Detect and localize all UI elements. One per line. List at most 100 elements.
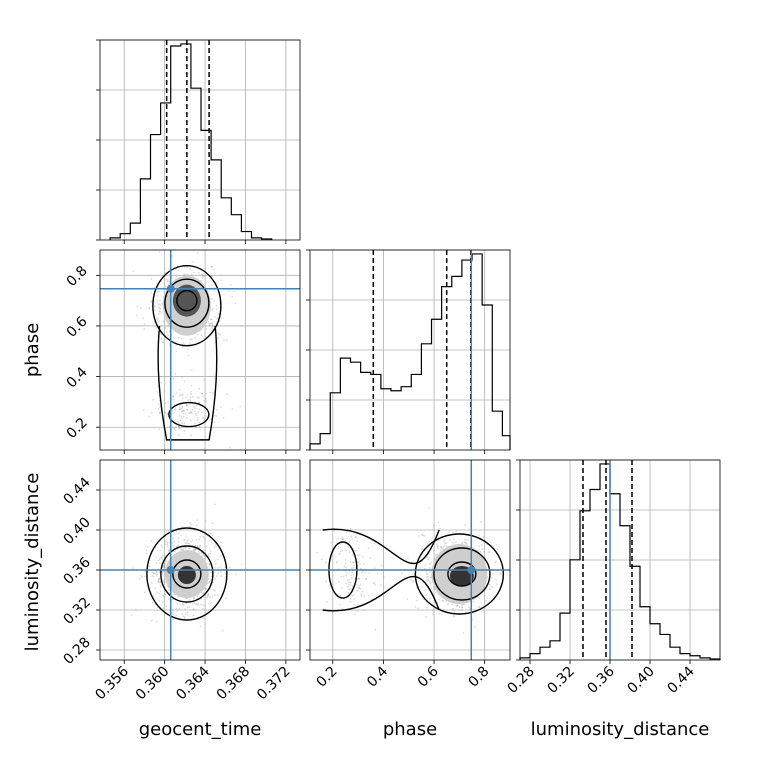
sample-point (225, 393, 228, 396)
sample-point (341, 549, 344, 552)
sample-point (166, 280, 169, 282)
sample-point (193, 337, 196, 339)
sample-point (349, 527, 352, 530)
plot-content (100, 460, 300, 660)
sample-point (433, 557, 436, 560)
sample-point (423, 535, 426, 537)
sample-point (209, 391, 212, 394)
sample-point (164, 595, 167, 598)
sample-point (190, 393, 192, 395)
sample-point (158, 310, 161, 313)
contour-line (322, 528, 440, 565)
sample-point (439, 546, 442, 548)
sample-point (186, 393, 189, 396)
sample-point (142, 317, 144, 320)
sample-point (158, 592, 161, 595)
sample-point (196, 419, 199, 422)
sample-point (335, 561, 338, 564)
sample-point (320, 558, 323, 561)
sample-point (349, 581, 352, 584)
sample-point (207, 594, 209, 597)
sample-point (172, 395, 175, 398)
sample-point (196, 595, 199, 597)
sample-point (181, 376, 183, 379)
sample-point (183, 421, 186, 424)
sample-point (358, 586, 360, 589)
sample-point (181, 417, 183, 420)
sample-point (158, 251, 161, 254)
sample-point (205, 400, 207, 403)
sample-point (203, 555, 206, 558)
sample-point (203, 538, 206, 540)
sample-point (178, 388, 181, 391)
sample-point (423, 594, 425, 597)
sample-point (132, 270, 135, 273)
sample-point (190, 434, 192, 437)
sample-point (177, 434, 180, 437)
axis-labels: geocent_time phase luminosity_distance p… (22, 323, 709, 740)
sample-point (424, 589, 427, 592)
sample-point (208, 563, 211, 566)
sample-point (153, 309, 156, 311)
sample-point (338, 581, 340, 583)
sample-point (346, 579, 349, 582)
sample-point (210, 571, 213, 574)
sample-point (429, 582, 432, 585)
sample-point (346, 572, 348, 575)
sample-point (198, 425, 201, 428)
sample-point (198, 401, 201, 404)
sample-point (161, 556, 163, 559)
sample-point (356, 554, 359, 556)
sample-point (168, 549, 170, 552)
sample-point (380, 564, 383, 567)
panel-geocent-time-hist (96, 39, 301, 244)
sample-point (219, 541, 222, 544)
sample-point (163, 570, 166, 573)
sample-point (468, 606, 470, 609)
sample-point (216, 594, 219, 597)
sample-point (225, 339, 228, 342)
sample-point (349, 601, 352, 604)
sample-point (204, 604, 207, 607)
sample-point (181, 422, 183, 424)
sample-point (158, 428, 161, 431)
sample-point (161, 572, 164, 574)
sample-point (158, 290, 161, 293)
sample-point (174, 408, 177, 411)
sample-point (349, 560, 352, 563)
sample-point (158, 577, 161, 580)
sample-point (210, 328, 213, 330)
sample-point (499, 573, 502, 575)
sample-point (143, 323, 146, 326)
sample-point (200, 552, 203, 554)
sample-point (179, 393, 182, 396)
sample-point (184, 542, 187, 545)
sample-point (433, 608, 435, 611)
sample-point (186, 404, 188, 407)
sample-point (178, 607, 181, 610)
sample-point (163, 562, 166, 565)
sample-point (208, 580, 211, 583)
sample-point (171, 542, 174, 545)
sample-point (178, 427, 180, 430)
plot-content (100, 250, 300, 450)
sample-point (339, 603, 342, 606)
sample-point (407, 557, 409, 560)
sample-point (448, 530, 451, 533)
sample-point (460, 609, 463, 611)
sample-point (160, 337, 163, 340)
sample-point (153, 305, 156, 308)
sample-point (221, 629, 224, 632)
sample-point (158, 581, 161, 584)
sample-point (193, 548, 196, 551)
sample-point (351, 571, 354, 574)
sample-point (178, 406, 181, 409)
sample-point (427, 578, 430, 581)
sample-point (153, 597, 156, 600)
sample-point (219, 333, 222, 336)
sample-point (171, 611, 174, 614)
sample-point (194, 407, 197, 410)
sample-point (158, 320, 161, 323)
sample-point (228, 446, 231, 449)
